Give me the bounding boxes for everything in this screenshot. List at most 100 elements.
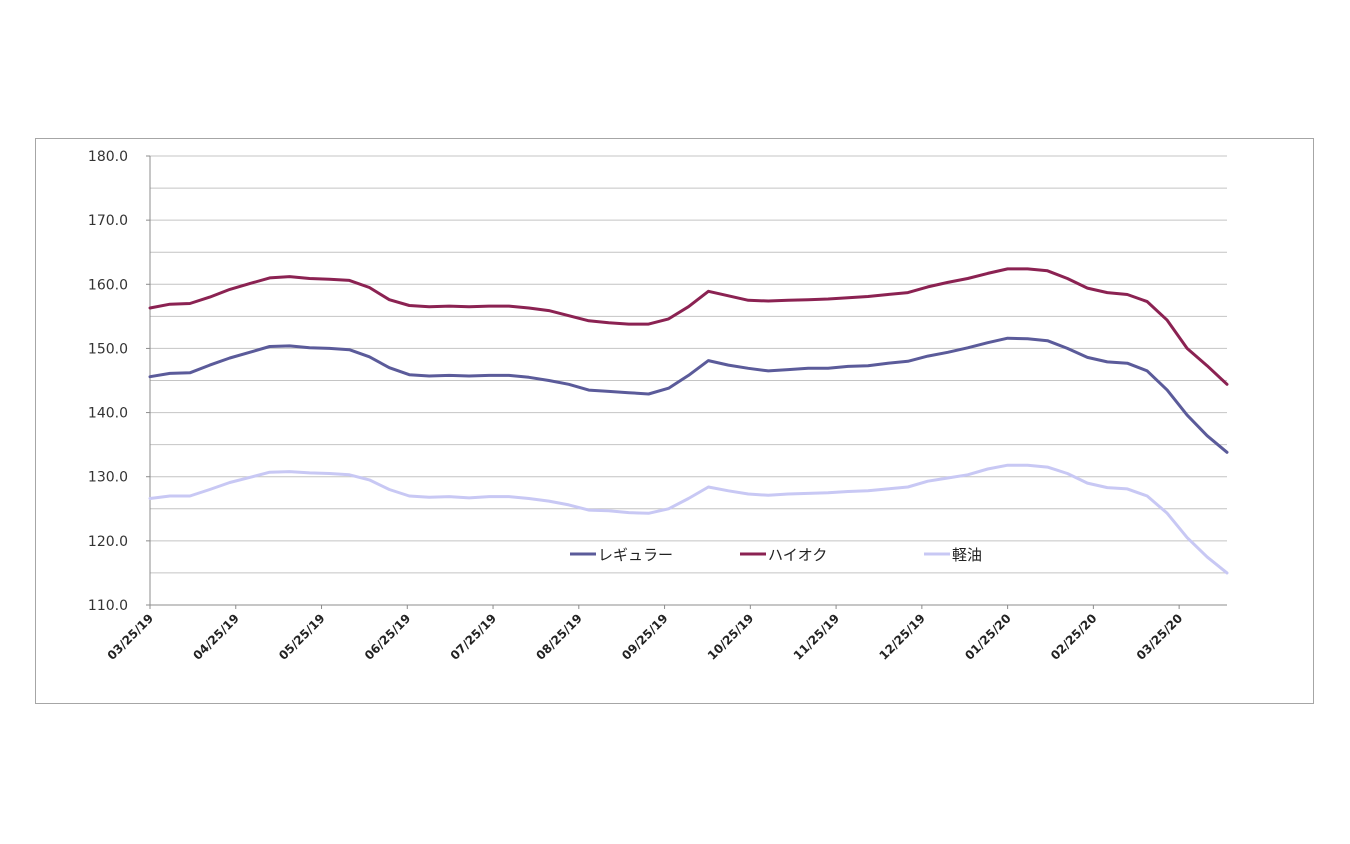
data-point: [428, 496, 431, 499]
y-tick-label: 150.0: [88, 341, 128, 357]
data-point: [1226, 383, 1229, 386]
x-tick-label: 11/25/19: [791, 611, 843, 663]
gridlines: [150, 155, 1227, 574]
data-point: [408, 304, 411, 307]
data-point: [986, 341, 989, 344]
data-point: [1106, 360, 1109, 363]
y-tick-label: 140.0: [88, 406, 128, 422]
data-point: [727, 364, 730, 367]
y-tick-label: 110.0: [88, 598, 128, 614]
data-point: [607, 390, 610, 393]
data-point: [587, 389, 590, 392]
data-point: [1166, 389, 1169, 392]
y-tick-labels: 110.0 120.0 130.0 140.0 150.0 160.0 170.0 180.0: [88, 149, 150, 614]
x-tick-label: 05/25/19: [276, 611, 328, 663]
data-point: [827, 491, 830, 494]
data-point: [149, 375, 152, 378]
data-point: [906, 360, 909, 363]
data-point: [847, 365, 850, 368]
data-point: [767, 494, 770, 497]
data-point: [1226, 571, 1229, 574]
data-point: [288, 275, 291, 278]
data-point: [747, 299, 750, 302]
data-point: [787, 493, 790, 496]
data-point: [867, 364, 870, 367]
data-point: [587, 509, 590, 512]
data-point: [1226, 451, 1229, 454]
data-point: [468, 305, 471, 308]
x-tick-label: 06/25/19: [362, 611, 414, 663]
data-point: [966, 277, 969, 280]
data-point: [488, 305, 491, 308]
data-point: [448, 495, 451, 498]
data-point: [1086, 356, 1089, 359]
data-point: [508, 495, 511, 498]
data-point: [767, 300, 770, 303]
data-point: [228, 481, 231, 484]
data-point: [946, 477, 949, 480]
data-point: [208, 296, 211, 299]
data-point: [468, 375, 471, 378]
x-tick-label: 02/25/20: [1048, 611, 1100, 663]
y-tick-label: 180.0: [88, 149, 128, 165]
x-tick-label: 10/25/19: [705, 611, 757, 663]
data-point: [508, 305, 511, 308]
data-point: [149, 497, 152, 500]
data-point: [627, 511, 630, 514]
data-point: [1046, 339, 1049, 342]
data-point: [308, 471, 311, 474]
data-point: [527, 497, 530, 500]
axes: [149, 156, 1227, 606]
data-point: [368, 286, 371, 289]
data-point: [627, 323, 630, 326]
x-tick-label: 03/25/20: [1134, 611, 1186, 663]
data-point: [707, 290, 710, 293]
data-point: [1106, 486, 1109, 489]
data-point: [388, 366, 391, 369]
data-point: [1126, 487, 1129, 490]
legend-label: ハイオク: [768, 546, 827, 564]
data-point: [268, 471, 271, 474]
data-point: [368, 355, 371, 358]
data-point: [308, 346, 311, 349]
data-point: [527, 376, 530, 379]
chart-frame: 110.0 120.0 130.0 140.0 150.0 160.0 170.0 180.0…: [35, 138, 1314, 704]
data-point: [468, 496, 471, 499]
data-point: [607, 321, 610, 324]
line-chart: 110.0 120.0 130.0 140.0 150.0 160.0 170.0 180.0…: [88, 149, 1229, 663]
series-line-2: [148, 463, 1229, 575]
data-point: [328, 472, 331, 475]
data-point: [288, 344, 291, 347]
data-point: [627, 391, 630, 394]
data-point: [1146, 495, 1149, 498]
data-point: [288, 470, 291, 473]
data-point: [847, 490, 850, 493]
data-point: [149, 307, 152, 310]
data-point: [448, 374, 451, 377]
data-point: [966, 346, 969, 349]
data-point: [547, 309, 550, 312]
data-point: [1126, 362, 1129, 365]
data-point: [228, 357, 231, 360]
x-tick-label: 08/25/19: [533, 611, 585, 663]
data-point: [248, 476, 251, 479]
data-point: [647, 323, 650, 326]
data-point: [408, 495, 411, 498]
data-point: [667, 317, 670, 320]
data-point: [986, 468, 989, 471]
data-point: [707, 359, 710, 362]
data-point: [886, 362, 889, 365]
data-point: [807, 492, 810, 495]
data-point: [906, 486, 909, 489]
data-point: [208, 364, 211, 367]
data-point: [807, 298, 810, 301]
data-point: [188, 302, 191, 305]
data-point: [847, 296, 850, 299]
data-point: [348, 279, 351, 282]
y-tick-label: 170.0: [88, 213, 128, 229]
data-point: [1166, 319, 1169, 322]
data-point: [1066, 472, 1069, 475]
data-point: [1146, 369, 1149, 372]
data-point: [747, 493, 750, 496]
data-point: [348, 348, 351, 351]
